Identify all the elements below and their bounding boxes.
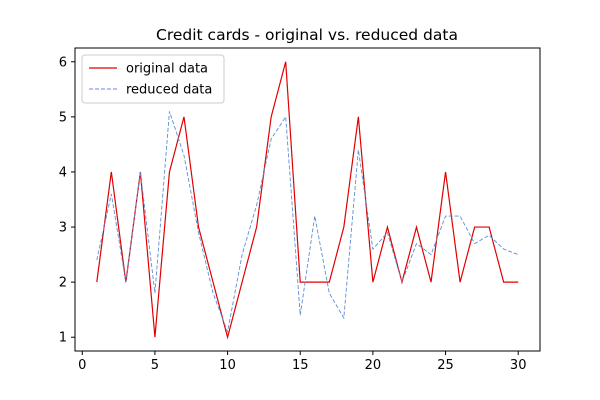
legend-label: original data <box>126 62 208 77</box>
legend: original data reduced data <box>81 54 225 104</box>
y-tick-label: 6 <box>59 55 67 70</box>
x-tick-label: 5 <box>151 358 159 373</box>
y-tick-label: 2 <box>59 276 67 291</box>
y-tick-label: 4 <box>59 165 67 180</box>
x-tick-label: 25 <box>437 358 454 373</box>
legend-label: reduced data <box>126 83 212 98</box>
y-tick-label: 5 <box>59 110 67 125</box>
y-tick-label: 3 <box>59 221 67 236</box>
axes-box <box>74 47 541 352</box>
chart-title: Credit cards - original vs. reduced data <box>156 26 458 44</box>
series-line-original-data <box>96 61 519 340</box>
series-line-reduced-data <box>96 111 519 334</box>
x-tick-label: 10 <box>219 358 236 373</box>
y-tick-label: 1 <box>59 331 67 346</box>
x-tick-label: 20 <box>365 358 382 373</box>
ticks-layer: 0 5 10 15 20 25 30 1 2 3 4 5 6 <box>59 55 527 373</box>
plot-area-frame <box>74 47 541 352</box>
x-tick-label: 15 <box>292 358 309 373</box>
x-tick-label: 30 <box>510 358 527 373</box>
series-layer <box>96 61 519 340</box>
legend-box <box>81 54 225 104</box>
x-tick-label: 0 <box>78 358 86 373</box>
